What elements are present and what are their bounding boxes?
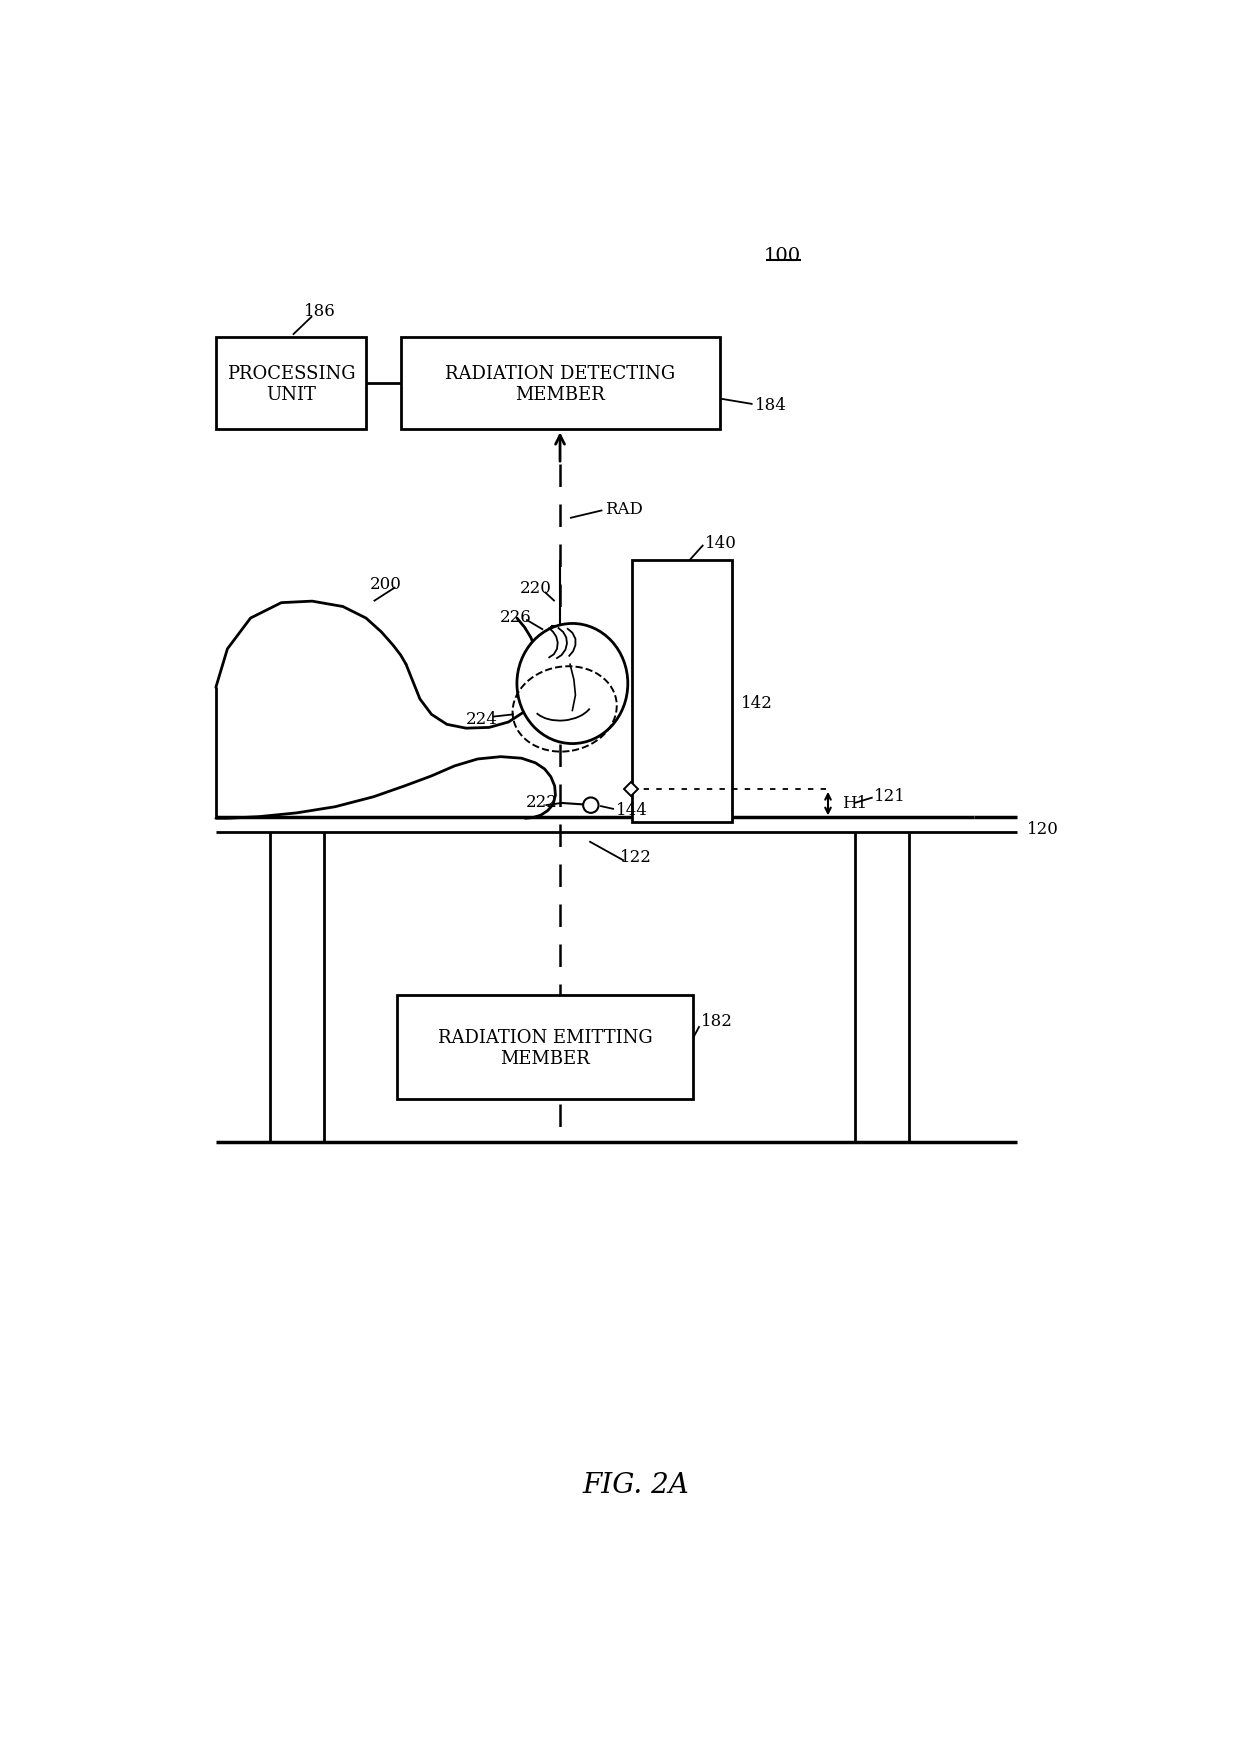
Bar — [216, 337, 366, 430]
Text: 120: 120 — [1027, 821, 1059, 838]
Text: 100: 100 — [764, 246, 800, 265]
Bar — [401, 337, 720, 430]
Text: 222: 222 — [526, 794, 558, 810]
Text: 224: 224 — [465, 710, 497, 727]
Text: 186: 186 — [304, 302, 336, 320]
Text: RADIATION EMITTING
MEMBER: RADIATION EMITTING MEMBER — [438, 1028, 652, 1066]
Text: RAD: RAD — [605, 501, 642, 518]
Text: 121: 121 — [874, 787, 906, 805]
Bar — [631, 560, 732, 822]
Text: RADIATION DETECTING
MEMBER: RADIATION DETECTING MEMBER — [445, 365, 676, 404]
Text: 220: 220 — [520, 580, 552, 596]
Text: 122: 122 — [620, 849, 651, 866]
Bar — [397, 996, 693, 1100]
Text: 184: 184 — [755, 397, 786, 415]
Text: 182: 182 — [701, 1012, 733, 1030]
Text: 140: 140 — [704, 534, 737, 552]
Text: 144: 144 — [616, 801, 649, 819]
Text: 226: 226 — [500, 608, 532, 625]
Ellipse shape — [517, 624, 627, 745]
Text: 142: 142 — [742, 694, 773, 712]
Text: 200: 200 — [370, 576, 402, 592]
Text: H1: H1 — [842, 794, 867, 812]
Text: PROCESSING
UNIT: PROCESSING UNIT — [227, 365, 355, 404]
Text: FIG. 2A: FIG. 2A — [582, 1471, 689, 1499]
Circle shape — [583, 798, 599, 813]
